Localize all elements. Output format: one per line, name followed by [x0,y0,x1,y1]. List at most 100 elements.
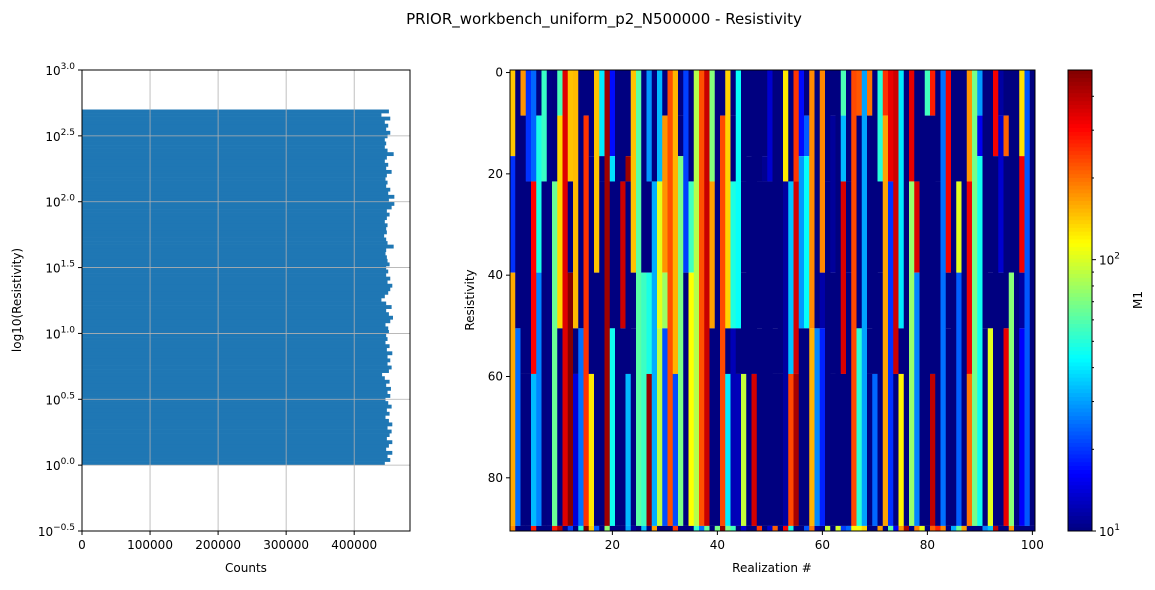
heatmap-cell [835,70,842,526]
y-tick-label: 40 [488,268,503,282]
histogram-bar [82,109,389,114]
heatmap-cell [898,525,905,531]
heatmap-cell [846,272,852,526]
colorbar-segment [1068,381,1092,386]
heatmap-cell [741,70,747,182]
colorbar-segment [1068,192,1092,198]
heatmap-cell [609,328,616,526]
heatmap-cell [814,70,821,329]
x-tick-label: 20 [605,538,620,552]
histogram-bar [82,379,390,384]
heatmap-cell [793,181,800,374]
heatmap-cell [793,373,800,526]
heatmap-cell [567,181,574,273]
heatmap-cell [819,70,826,273]
heatmap-cell [982,525,989,531]
histogram-bar [82,198,389,203]
x-tick-label: 200000 [195,538,241,552]
colorbar-segment [1068,231,1092,236]
heatmap-cell [594,525,600,531]
x-tick-label: 80 [920,538,935,552]
heatmap-cell [678,70,684,116]
y-tick-label: 10−0.5 [38,523,75,539]
histogram-bar [82,155,387,160]
histogram-bar [82,173,387,178]
heatmap-cell [541,181,548,526]
heatmap-cell [977,525,983,531]
heatmap-cell [856,115,863,329]
heatmap-cell [1008,70,1015,273]
heatmap-cell [693,70,700,526]
heatmap-cell [620,525,626,531]
heatmap-cell [646,181,653,273]
heatmap-cell [625,181,632,374]
heatmap-cell [972,525,978,531]
colorbar-segment [1068,454,1092,459]
heatmap-cell [546,70,553,526]
heatmap-axes: 20 40 60 80 100 0 20 40 60 80 [488,66,1044,552]
colorbar-segment [1068,377,1092,382]
heatmap-cell [636,525,642,531]
colorbar-segment [1068,515,1092,520]
heatmap-cell [625,373,632,526]
heatmap-cell [767,181,773,526]
heatmap-cell [599,70,605,157]
histogram-bar [82,422,393,427]
y-tick-label: 20 [488,167,503,181]
heatmap-cell [846,525,852,531]
histogram-bar [82,123,389,128]
heatmap-cell [688,525,695,531]
heatmap-cell [982,70,989,329]
heatmap-cell [998,272,1004,526]
y-tick-label: 80 [488,471,503,485]
heatmap-cell [867,328,873,374]
heatmap-cell [620,70,626,182]
colorbar-segment [1068,185,1092,190]
heatmap-cell [861,70,868,526]
colorbar-tick-label: 101 [1099,523,1120,539]
colorbar-segment [1068,296,1092,301]
heatmap-cell [840,373,847,526]
heatmap-cell [888,525,894,531]
heatmap-cell [924,525,931,531]
histogram-bar [82,120,385,125]
histogram-bar [82,237,387,242]
histogram-bar [82,358,391,363]
heatmap-cell [867,70,873,116]
heatmap-cell [977,156,983,526]
colorbar-segment [1068,488,1092,493]
heatmap-xlabel: Realization # [732,561,812,575]
y-tick-label: 102.5 [45,128,75,144]
heatmap-cell [856,525,863,531]
heatmap-cell [930,525,936,531]
heatmap-cell [557,525,563,531]
colorbar-segment [1068,77,1092,82]
heatmap-cell [657,328,663,526]
heatmap-ylabel: Resistivity [463,269,477,330]
heatmap-cell [662,115,668,273]
histogram-bar [82,219,385,224]
histogram-bar [82,429,392,434]
heatmap-cell [935,181,941,526]
heatmap-cell [573,70,579,329]
colorbar-segment [1068,327,1092,332]
heatmap-cell [840,70,847,116]
histogram-bar [82,447,387,452]
heatmap-cell [819,272,826,329]
colorbar-segment [1068,411,1092,417]
histogram-bar [82,134,388,139]
heatmap-cell [882,115,889,526]
heatmap-cell [720,70,726,116]
heatmap-cell [856,70,863,116]
colorbar-segment [1068,123,1092,129]
colorbar-segment [1068,519,1092,524]
heatmap-cell [777,70,784,374]
heatmap-cell [714,70,721,526]
colorbar-segment [1068,477,1092,482]
colorbar-segment [1068,219,1092,225]
heatmap-cell [741,272,747,374]
heatmap-cell [756,70,763,182]
colorbar-segment [1068,415,1092,420]
heatmap-cell [987,70,994,273]
heatmap-cell [599,525,605,531]
